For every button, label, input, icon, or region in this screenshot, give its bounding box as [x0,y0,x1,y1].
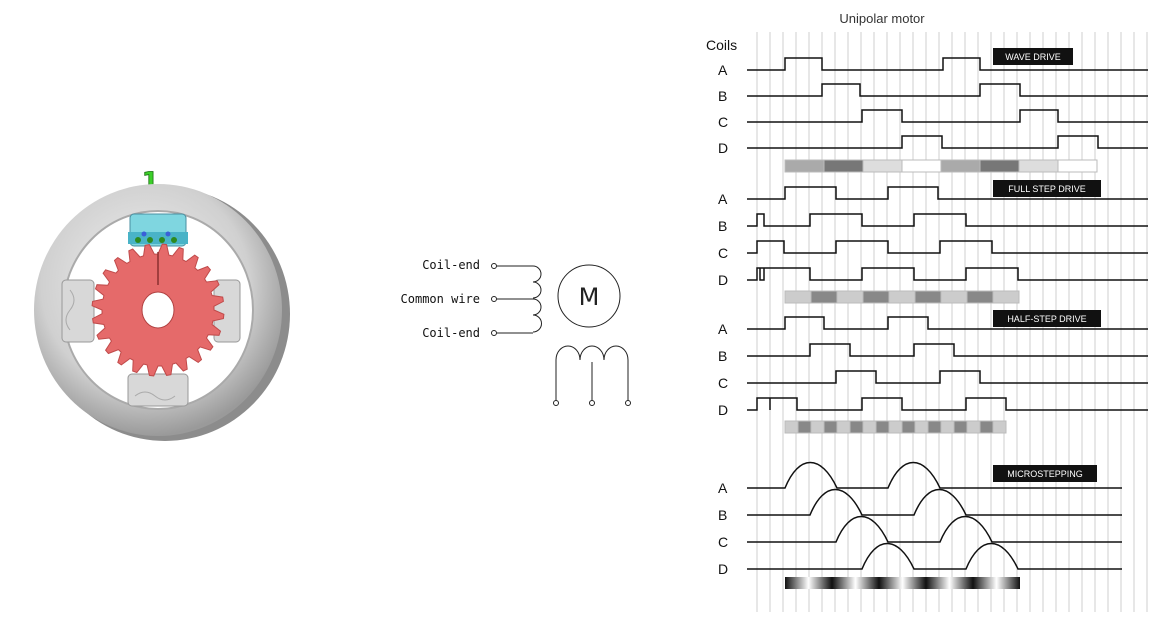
coil-label: C [718,534,728,550]
electromagnet-top [128,213,188,247]
coil-waveform [747,186,1148,200]
section-label-box [993,465,1097,482]
coil-waveform [747,135,1148,149]
phase-bar [784,290,1020,304]
coil-label: C [718,114,728,130]
stepper-motor-illustration: 1 [34,167,290,441]
coil-label: A [718,480,728,496]
coil-winding [532,265,542,333]
motor-symbol-letter: M [579,283,600,311]
section-label: HALF-STEP DRIVE [1007,314,1086,324]
coil-label: A [718,321,728,337]
coil-waveform [747,461,1122,489]
coil-label: B [718,348,727,364]
phase-bar [784,159,1098,173]
section-label-box [993,48,1073,65]
coil-waveform [747,57,1148,71]
coil-end-label-bottom: Coil-end [422,326,480,340]
coils-header: Coils [706,37,737,53]
coil-waveform [747,488,1122,516]
common-wire-label: Common wire [401,292,480,306]
coil-waveform [747,316,1148,330]
coil-label: B [718,88,727,104]
section-label: WAVE DRIVE [1005,52,1061,62]
coil-waveform [747,515,1122,543]
coil-waveform [747,370,1148,384]
electromagnet-left [61,279,95,343]
section-label: FULL STEP DRIVE [1008,184,1086,194]
section-label-box [993,180,1101,197]
coil-end-label-top: Coil-end [422,258,480,272]
coil-label: C [718,245,728,261]
coil-label: A [718,62,728,78]
winding-symbol [555,345,629,403]
timing-title: Unipolar motor [839,11,925,26]
coil-waveform [747,397,1148,411]
phase-bar [784,420,1007,434]
coil-waveform [747,240,1148,254]
phase-bar [785,577,1020,589]
coil-label: A [718,191,728,207]
rotor-shaft-hole [141,291,175,329]
coil-waveform [747,267,1148,281]
coil-label: D [718,140,728,156]
coil-label: D [718,402,728,418]
coil-waveform [747,213,1148,227]
coil-waveform [747,109,1148,123]
coil-label: B [718,218,727,234]
coil-label: D [718,561,728,577]
section-label: MICROSTEPPING [1007,469,1083,479]
coil-waveform [747,83,1148,97]
motor-symbol-circle [557,264,621,328]
section-label-box [993,310,1101,327]
coil-label: B [718,507,727,523]
coil-label: C [718,375,728,391]
coil-waveform [747,542,1122,570]
timing-diagram: Unipolar motor Coils WAVE DRIVEABCDFULL … [706,11,1148,612]
electromagnet-bottom [127,373,189,407]
coil-waveform [747,343,1148,357]
unipolar-wiring-schematic: Coil-end Common wire Coil-end M [401,258,631,406]
coil-label: D [718,272,728,288]
